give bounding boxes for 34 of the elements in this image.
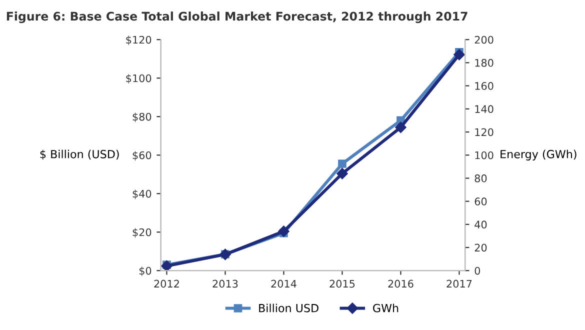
y-tick-label: $40 xyxy=(132,190,152,200)
y2-tick-label: 200 xyxy=(474,36,494,44)
point xyxy=(454,49,465,60)
y-tick-label: $120 xyxy=(126,36,152,46)
legend-label: GWh xyxy=(373,304,398,312)
y2-tick-label: 100 xyxy=(475,151,494,160)
point xyxy=(395,122,406,133)
chart-title: Figure 6: Base Case Total Global Market Forecast, 2012 through 2017 xyxy=(6,12,468,24)
y-tick-label: $100 xyxy=(126,74,152,84)
x-tick-label: 2013 xyxy=(212,280,238,288)
y2-tick-label: 140 xyxy=(475,105,494,114)
y2-tick-label: 20 xyxy=(474,244,487,252)
y2-tick-label: 120 xyxy=(475,128,494,136)
point xyxy=(278,226,290,237)
y2-axis-title: Energy (GWh) xyxy=(500,150,576,160)
point xyxy=(338,160,346,168)
y2-tick-label: 160 xyxy=(475,82,494,90)
y-tick-label: $20 xyxy=(132,228,152,238)
y-axis-title: $ Billion (USD) xyxy=(40,150,119,160)
y2-tick-label: 60 xyxy=(474,198,487,206)
y-tick-label: $0 xyxy=(139,266,152,276)
point xyxy=(336,168,348,180)
legend-label: Billion USD xyxy=(259,304,318,312)
x-tick-label: 2012 xyxy=(154,280,179,288)
x-tick-label: 2016 xyxy=(388,280,414,288)
y2-tick-label: 80 xyxy=(474,174,487,182)
y2-tick-label: 180 xyxy=(475,58,494,67)
y-tick-label: $60 xyxy=(132,151,152,161)
x-tick-label: 2014 xyxy=(271,280,296,288)
y2-tick-label: 0 xyxy=(474,266,480,275)
y-tick-label: $80 xyxy=(132,112,152,122)
x-tick-label: 2015 xyxy=(330,280,355,288)
y2-tick-label: 40 xyxy=(474,220,487,229)
x-tick-label: 2017 xyxy=(446,280,472,288)
